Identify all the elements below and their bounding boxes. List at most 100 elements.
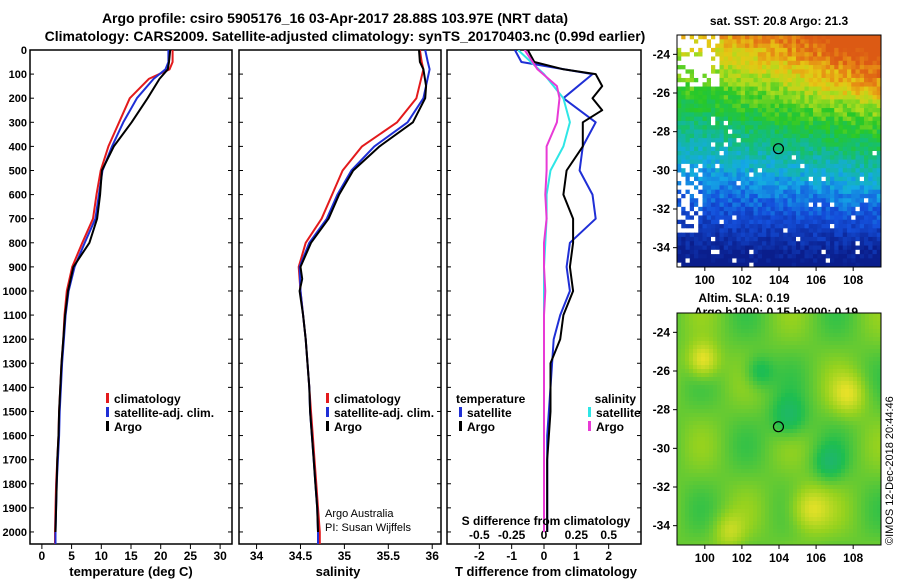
map-cell — [838, 120, 844, 126]
map-cell — [757, 429, 762, 434]
map-cell — [868, 146, 873, 152]
map-cell — [834, 215, 839, 221]
map-cell — [851, 35, 856, 40]
map-cell — [713, 341, 718, 346]
map-cell — [779, 69, 784, 75]
map-cell — [779, 215, 784, 221]
map-cell — [717, 417, 722, 422]
map-cell — [855, 52, 861, 57]
map-cell — [804, 163, 810, 169]
map-cell — [797, 397, 802, 402]
map-cell — [813, 176, 818, 182]
map-cell — [697, 385, 702, 390]
map-cell — [717, 325, 722, 330]
map-cell — [813, 172, 818, 178]
map-cell — [753, 381, 758, 386]
map-cell — [753, 313, 758, 318]
map-cell — [749, 245, 754, 251]
map-cell — [865, 449, 870, 454]
map-cell — [804, 193, 810, 199]
map-cell — [701, 357, 706, 362]
map-cell — [681, 377, 686, 382]
map-cell — [809, 453, 814, 458]
map-cell — [693, 445, 698, 450]
map-cell — [681, 142, 686, 148]
map-cell — [808, 168, 814, 173]
map-cell — [749, 361, 754, 366]
map-cell — [872, 215, 878, 221]
map-cell — [709, 401, 714, 406]
map-cell — [804, 56, 810, 62]
map-cell — [864, 232, 869, 238]
map-cell — [766, 249, 771, 255]
map-cell — [689, 168, 695, 173]
map-cell — [733, 425, 738, 430]
map-cell — [757, 232, 763, 238]
x-tick-label: -0.25 — [498, 528, 526, 542]
map-cell — [796, 77, 801, 83]
map-cell — [729, 381, 734, 386]
map-cell — [849, 377, 854, 382]
map-cell — [725, 421, 730, 426]
map-cell — [838, 163, 844, 169]
map-cell — [796, 112, 801, 118]
map-cell — [698, 138, 703, 143]
map-cell — [808, 73, 814, 79]
map-cell — [685, 262, 691, 267]
map-cell — [698, 108, 703, 113]
map-cell — [876, 172, 881, 178]
map-cell — [719, 73, 725, 79]
map-cell — [694, 206, 699, 212]
map-cell — [864, 56, 869, 62]
map-cell — [729, 369, 734, 374]
map-cell — [833, 445, 838, 450]
map-cell — [853, 353, 858, 358]
map-cell — [817, 421, 822, 426]
map-cell — [749, 369, 754, 374]
map-cell — [765, 357, 770, 362]
map-cell — [787, 185, 793, 191]
map-cell — [791, 112, 797, 118]
map-cell — [808, 125, 814, 130]
map-cell — [713, 389, 718, 394]
map-cell — [702, 155, 708, 160]
map-cell — [733, 473, 738, 478]
map-cell — [791, 193, 797, 199]
map-cell — [808, 103, 814, 109]
map-cell — [677, 377, 682, 382]
map-cell — [689, 433, 694, 438]
map-cell — [851, 133, 856, 139]
map-cell — [715, 142, 720, 148]
map-cell — [783, 120, 788, 126]
map-cell — [706, 168, 712, 173]
map-cell — [693, 437, 698, 442]
map-cell — [741, 377, 746, 382]
map-cell — [757, 409, 762, 414]
map-cell — [698, 155, 703, 160]
map-cell — [859, 181, 865, 186]
map-cell — [681, 373, 686, 378]
map-cell — [849, 393, 854, 398]
map-cell — [711, 228, 716, 234]
map-cell — [842, 193, 848, 199]
map-cell — [804, 43, 810, 49]
map-cell — [851, 142, 856, 148]
map-cell — [728, 215, 733, 221]
map-cell — [698, 254, 703, 259]
map-cell — [745, 437, 750, 442]
map-cell — [774, 82, 780, 87]
map-cell — [769, 393, 774, 398]
map-cell — [847, 206, 852, 212]
map-cell — [723, 112, 729, 118]
map-cell — [773, 453, 778, 458]
map-cell — [721, 425, 726, 430]
map-cell — [677, 232, 682, 238]
map-cell — [706, 151, 712, 156]
map-cell — [837, 405, 842, 410]
map-cell — [801, 373, 806, 378]
map-cell — [706, 202, 712, 208]
map-cell — [783, 56, 788, 62]
map-cell — [853, 397, 858, 402]
map-cell — [781, 397, 786, 402]
map-cell — [785, 421, 790, 426]
